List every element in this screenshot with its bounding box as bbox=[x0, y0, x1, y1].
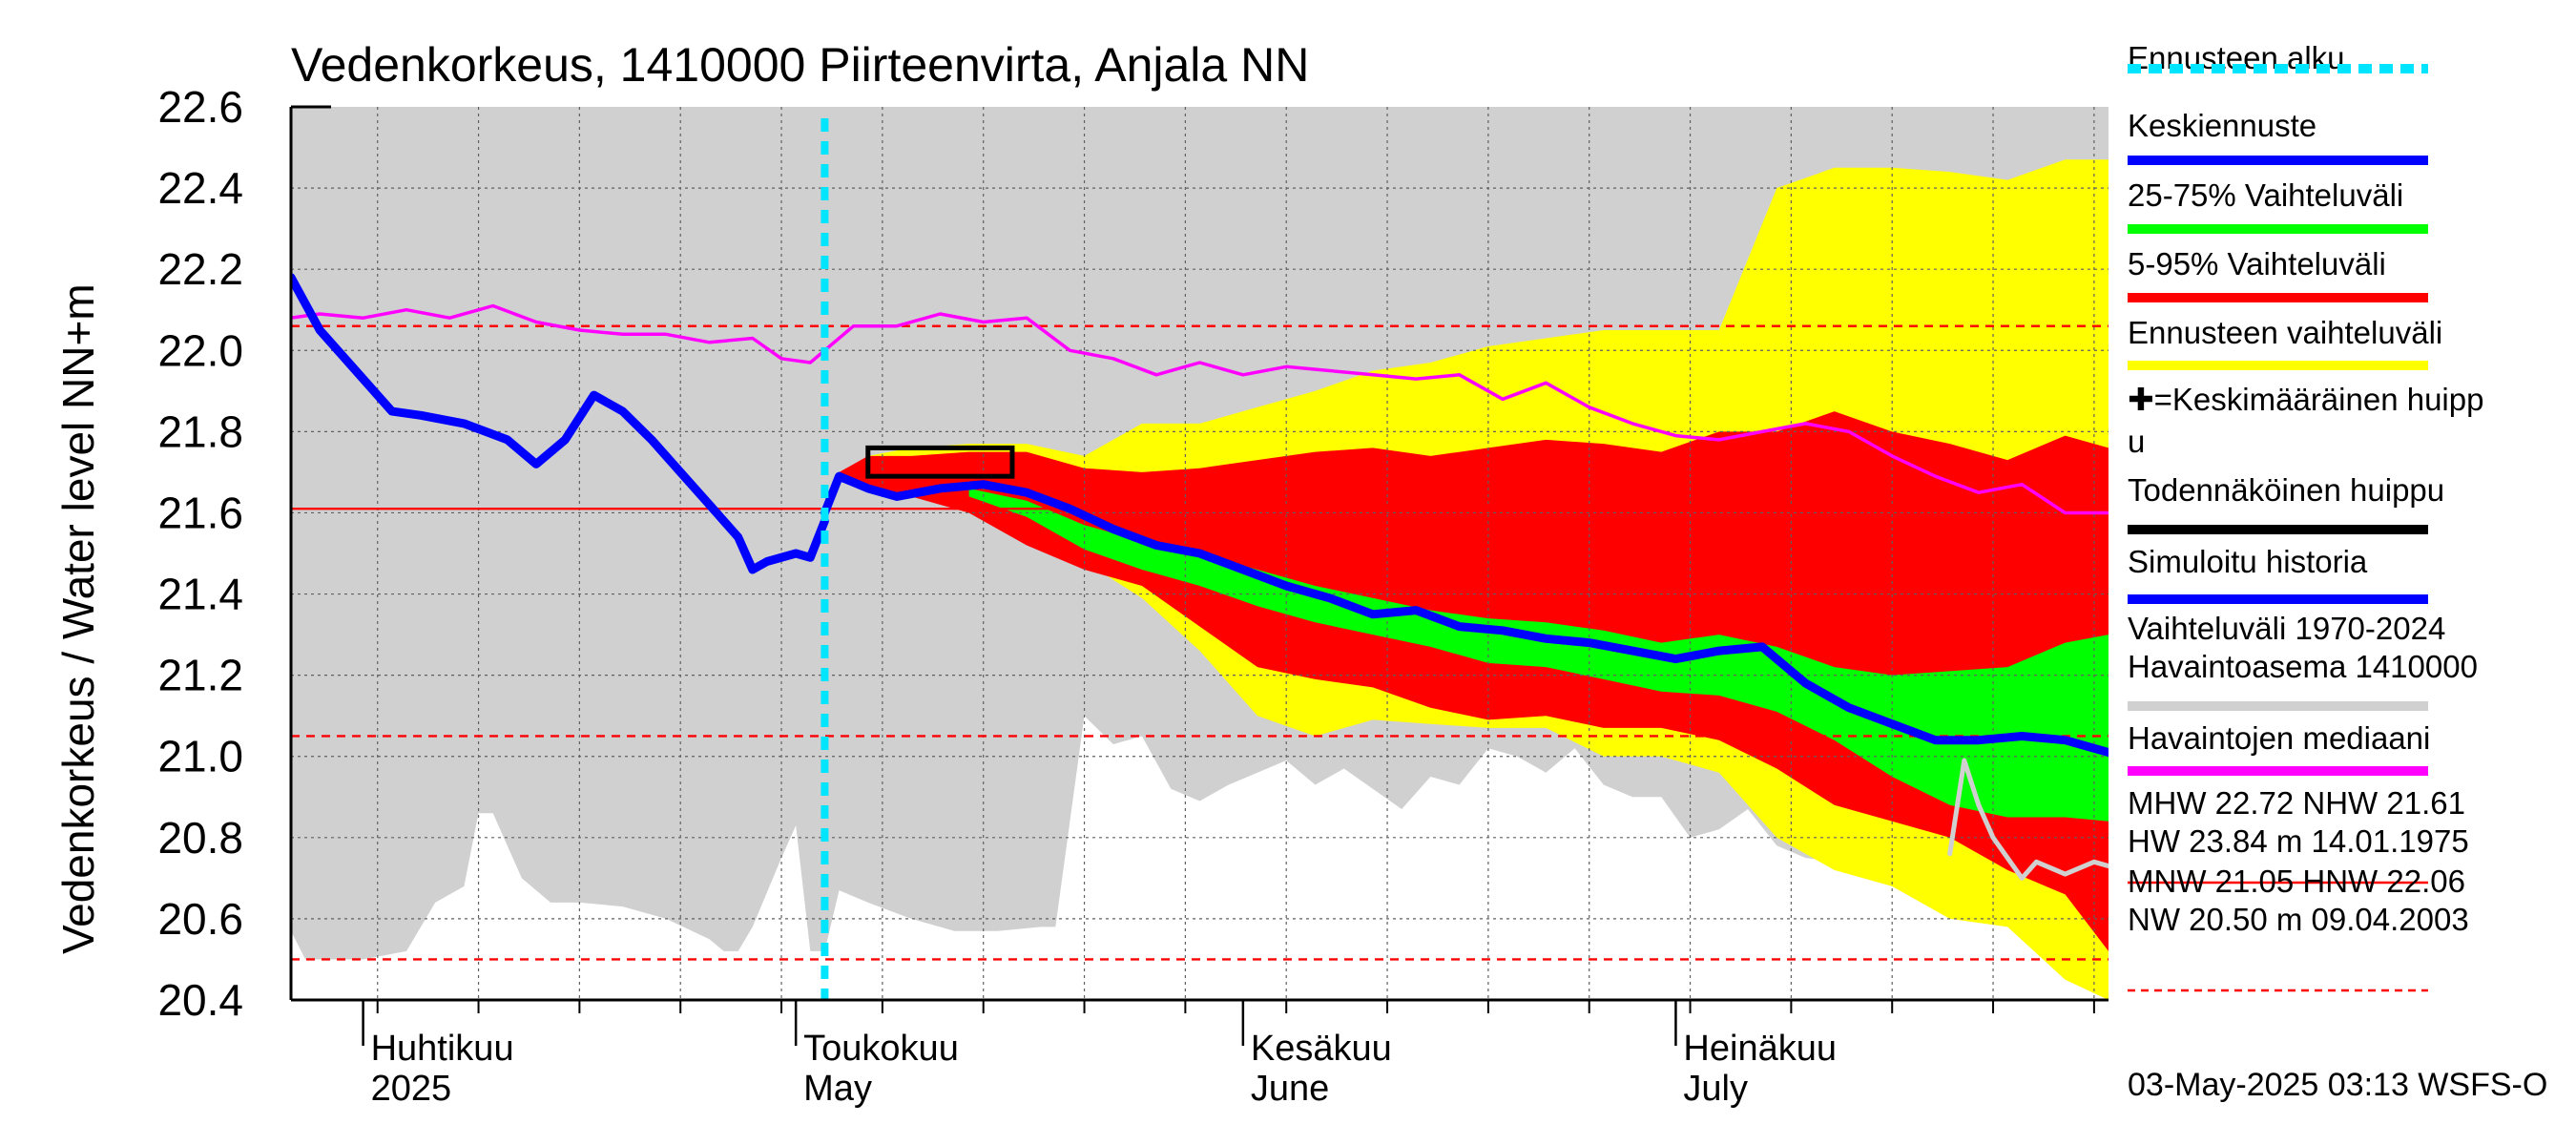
x-month-label-fi: Huhtikuu bbox=[371, 1029, 514, 1069]
legend-label: Ennusteen vaihteluväli bbox=[2128, 315, 2442, 350]
legend-label: MNW 21.05 HNW 22.06 bbox=[2128, 864, 2465, 899]
median-line bbox=[291, 303, 2109, 515]
legend-label: 25-75% Vaihteluväli bbox=[2128, 177, 2403, 213]
y-tick-label: 20.4 bbox=[157, 975, 243, 1025]
legend-label-2: HW 23.84 m 14.01.1975 bbox=[2128, 823, 2469, 859]
legend-label-2: u bbox=[2128, 424, 2145, 459]
x-month-label-fi: Toukokuu bbox=[803, 1029, 959, 1069]
x-month-label-en: May bbox=[803, 1069, 872, 1109]
y-tick-label: 20.8 bbox=[157, 813, 243, 863]
grid bbox=[291, 107, 2109, 1000]
y-tick-label: 22.2 bbox=[157, 244, 243, 294]
legend-label-2: Havaintoasema 1410000 bbox=[2128, 649, 2478, 684]
chart-title: Vedenkorkeus, 1410000 Piirteenvirta, Anj… bbox=[291, 38, 1309, 92]
legend-label: ✚=Keskimääräinen huipp bbox=[2128, 382, 2483, 417]
probable-peak-box bbox=[865, 445, 1015, 479]
simulated-history-line bbox=[291, 273, 829, 574]
legend-label: Keskiennuste bbox=[2128, 108, 2316, 143]
legend-label: MHW 22.72 NHW 21.61 bbox=[2128, 785, 2465, 821]
y-tick-label: 22.4 bbox=[157, 163, 243, 213]
legend-label: Todennäköinen huippu bbox=[2128, 472, 2444, 508]
y-tick-label: 21.2 bbox=[157, 651, 243, 700]
footer-timestamp: 03-May-2025 03:13 WSFS-O bbox=[2128, 1067, 2547, 1103]
legend-label: Simuloitu historia bbox=[2128, 544, 2368, 579]
x-month-label-en: 2025 bbox=[371, 1069, 452, 1109]
y-tick-label: 21.6 bbox=[157, 488, 243, 537]
mean-forecast-line bbox=[820, 471, 2109, 757]
legend-label-2: NW 20.50 m 09.04.2003 bbox=[2128, 902, 2469, 937]
y-tick-label: 22.6 bbox=[157, 82, 243, 132]
y-tick-label: 21.8 bbox=[157, 406, 243, 456]
plot-area bbox=[291, 107, 2109, 1000]
y-tick-label: 21.0 bbox=[157, 732, 243, 781]
x-month-label-fi: Kesäkuu bbox=[1251, 1029, 1392, 1069]
x-month-label-en: July bbox=[1683, 1069, 1748, 1109]
y-tick-label: 21.4 bbox=[157, 570, 243, 619]
legend-label: Havaintojen mediaani bbox=[2128, 720, 2430, 756]
x-month-label-fi: Heinäkuu bbox=[1683, 1029, 1837, 1069]
y-axis-label: Vedenkorkeus / Water level NN+m bbox=[53, 283, 103, 954]
legend-label: Vaihteluväli 1970-2024 bbox=[2128, 611, 2445, 646]
legend-label: 5-95% Vaihteluväli bbox=[2128, 246, 2386, 281]
x-month-label-en: June bbox=[1251, 1069, 1329, 1109]
y-tick-label: 20.6 bbox=[157, 894, 243, 944]
observation-line bbox=[1947, 758, 2109, 881]
y-tick-label: 22.0 bbox=[157, 325, 243, 375]
